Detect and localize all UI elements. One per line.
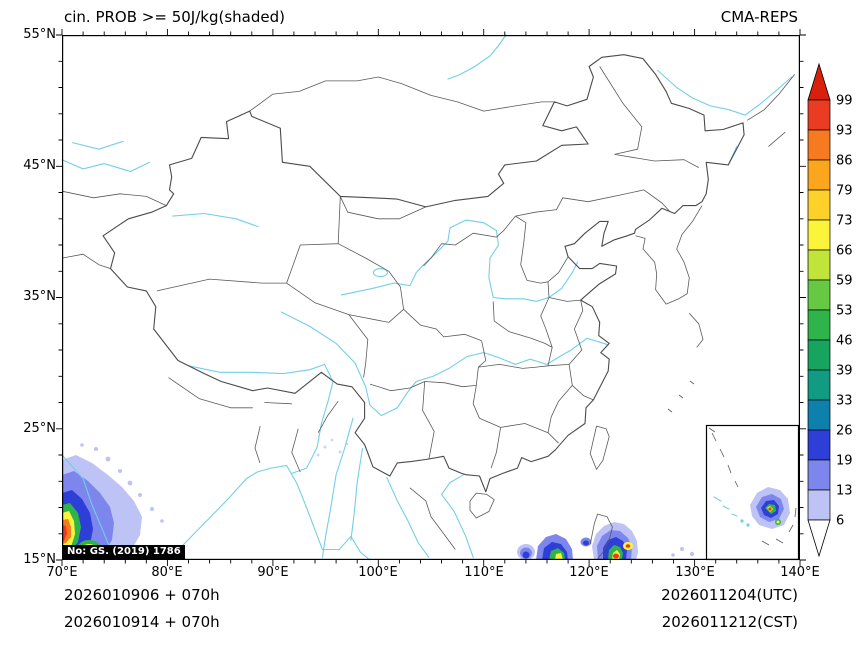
x-axis-label: 120°E (569, 565, 609, 580)
taiwan-island (589, 425, 610, 470)
plot-title: cin. PROB >= 50J/kg(shaded) (64, 8, 285, 26)
colorbar-band (807, 219, 831, 251)
foreign-boundaries (61, 74, 796, 559)
china-border (102, 54, 745, 493)
colorbar-band (807, 129, 831, 161)
hainan-island (469, 492, 495, 519)
x-axis-label: 140°E (780, 565, 820, 580)
colorbar-band (807, 399, 831, 431)
init-time-utc: 2026010906 + 070h (64, 586, 220, 604)
y-axis-label: 15°N (23, 552, 56, 567)
plot-frame (62, 35, 800, 560)
x-axis-label: 90°E (257, 565, 289, 580)
valid-time-utc: 2026011204(UTC) (661, 586, 798, 604)
x-axis-label: 70°E (46, 565, 78, 580)
x-axis-label: 80°E (151, 565, 183, 580)
colorbar-band (807, 459, 831, 491)
map-approval-number: No: GS. (2019) 1786 (63, 545, 185, 559)
colorbar-tick-label: 86 (836, 154, 853, 169)
y-axis-label: 55°N (23, 27, 56, 42)
colorbar-band (807, 339, 831, 371)
colorbar-tick-label: 66 (836, 244, 853, 259)
colorbar-tick-label: 73 (836, 214, 853, 229)
colorbar-band (807, 99, 831, 131)
colorbar-band (807, 369, 831, 401)
colorbar-tick-label: 13 (836, 484, 853, 499)
rivers-and-coastlines (61, 34, 793, 561)
colorbar-arrow-top (807, 62, 831, 101)
probability-shading (62, 438, 695, 560)
colorbar-tick-label: 93 (836, 124, 853, 139)
axis-tick-marks (56, 29, 806, 566)
x-axis-label: 100°E (358, 565, 398, 580)
colorbar-tick-label: 6 (836, 514, 844, 529)
y-axis-label: 45°N (23, 158, 56, 173)
south-china-sea-inset (705, 424, 800, 561)
qinghai-lake (372, 268, 388, 278)
colorbar-tick-label: 99 (836, 94, 853, 109)
colorbar-tick-label: 79 (836, 184, 853, 199)
colorbar-tick-label: 19 (836, 454, 853, 469)
colorbar-band (807, 159, 831, 191)
colorbar-tick-label: 59 (836, 274, 853, 289)
y-axis-label: 25°N (23, 421, 56, 436)
map-canvas (56, 29, 806, 566)
colorbar-tick-label: 33 (836, 394, 853, 409)
colorbar-arrow-bottom (807, 519, 831, 558)
colorbar-band (807, 429, 831, 461)
y-axis-label: 35°N (23, 289, 56, 304)
colorbar-tick-label: 46 (836, 334, 853, 349)
province-boundaries (156, 66, 699, 469)
x-axis-label: 130°E (675, 565, 715, 580)
colorbar-tick-label: 39 (836, 364, 853, 379)
valid-time-cst: 2026011212(CST) (661, 613, 798, 631)
x-axis-label: 110°E (464, 565, 504, 580)
colorbar-band (807, 489, 831, 521)
colorbar-band (807, 279, 831, 311)
colorbar-band (807, 309, 831, 341)
colorbar-tick-label: 53 (836, 304, 853, 319)
colorbar-band (807, 189, 831, 221)
colorbar-band (807, 249, 831, 281)
colorbar: 99 93 86 79 73 66 59 53 46 39 33 26 19 1… (807, 62, 853, 558)
colorbar-tick-label: 26 (836, 424, 853, 439)
init-time-cst: 2026010914 + 070h (64, 613, 220, 631)
model-name: CMA-REPS (720, 8, 798, 26)
